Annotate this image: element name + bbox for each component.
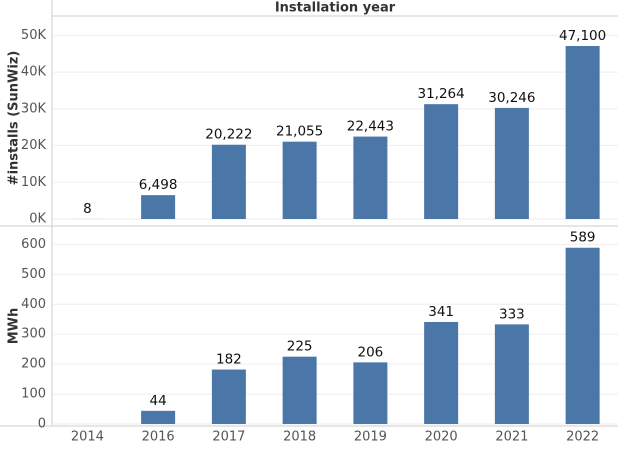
value-label: 206 (357, 344, 383, 360)
y-axis-label: #installs (SunWiz) (7, 51, 22, 186)
x-tick-label: 2020 (425, 430, 458, 445)
bar (566, 46, 600, 219)
bar (495, 324, 529, 424)
x-tick-label: 2017 (212, 430, 245, 445)
value-label: 589 (570, 230, 596, 246)
chart-title: Installation year (275, 1, 396, 16)
value-label: 225 (287, 339, 313, 355)
bar (424, 104, 458, 219)
bar (212, 370, 246, 424)
bar (353, 362, 387, 424)
y-tick-label: 400 (21, 297, 46, 312)
y-tick-label: 10K (21, 175, 47, 190)
bar (353, 137, 387, 219)
y-tick-label: 0K (29, 212, 46, 227)
x-tick-label: 2016 (142, 430, 175, 445)
x-tick-label: 2018 (283, 430, 316, 445)
value-label: 30,246 (488, 90, 535, 106)
y-tick-label: 40K (21, 65, 47, 80)
bar (141, 195, 175, 219)
bar (424, 322, 458, 424)
value-label: 8 (83, 201, 92, 217)
y-tick-label: 300 (21, 327, 46, 342)
y-axis-label: MWh (7, 308, 22, 345)
bar (495, 108, 529, 219)
bar (212, 145, 246, 219)
value-label: 182 (216, 352, 242, 368)
y-tick-label: 100 (21, 387, 46, 402)
value-label: 20,222 (205, 127, 252, 143)
value-label: 47,100 (559, 28, 606, 44)
x-tick-label: 2021 (495, 430, 528, 445)
y-tick-label: 30K (21, 101, 47, 116)
bar (283, 142, 317, 219)
value-label: 31,264 (418, 86, 465, 102)
y-tick-label: 50K (21, 28, 47, 43)
y-tick-label: 200 (21, 357, 46, 372)
y-tick-label: 0 (38, 417, 46, 432)
bar (141, 411, 175, 424)
x-tick-label: 2022 (566, 430, 599, 445)
value-label: 21,055 (276, 124, 323, 140)
bar (283, 357, 317, 424)
value-label: 44 (150, 393, 167, 409)
value-label: 341 (428, 304, 454, 320)
value-label: 333 (499, 306, 525, 322)
x-tick-label: 2014 (71, 430, 104, 445)
y-tick-label: 600 (21, 237, 46, 252)
value-label: 22,443 (347, 119, 394, 135)
x-tick-label: 2019 (354, 430, 387, 445)
y-tick-label: 20K (21, 138, 47, 153)
value-label: 6,498 (139, 177, 178, 193)
y-tick-label: 500 (21, 267, 46, 282)
bar (566, 248, 600, 424)
